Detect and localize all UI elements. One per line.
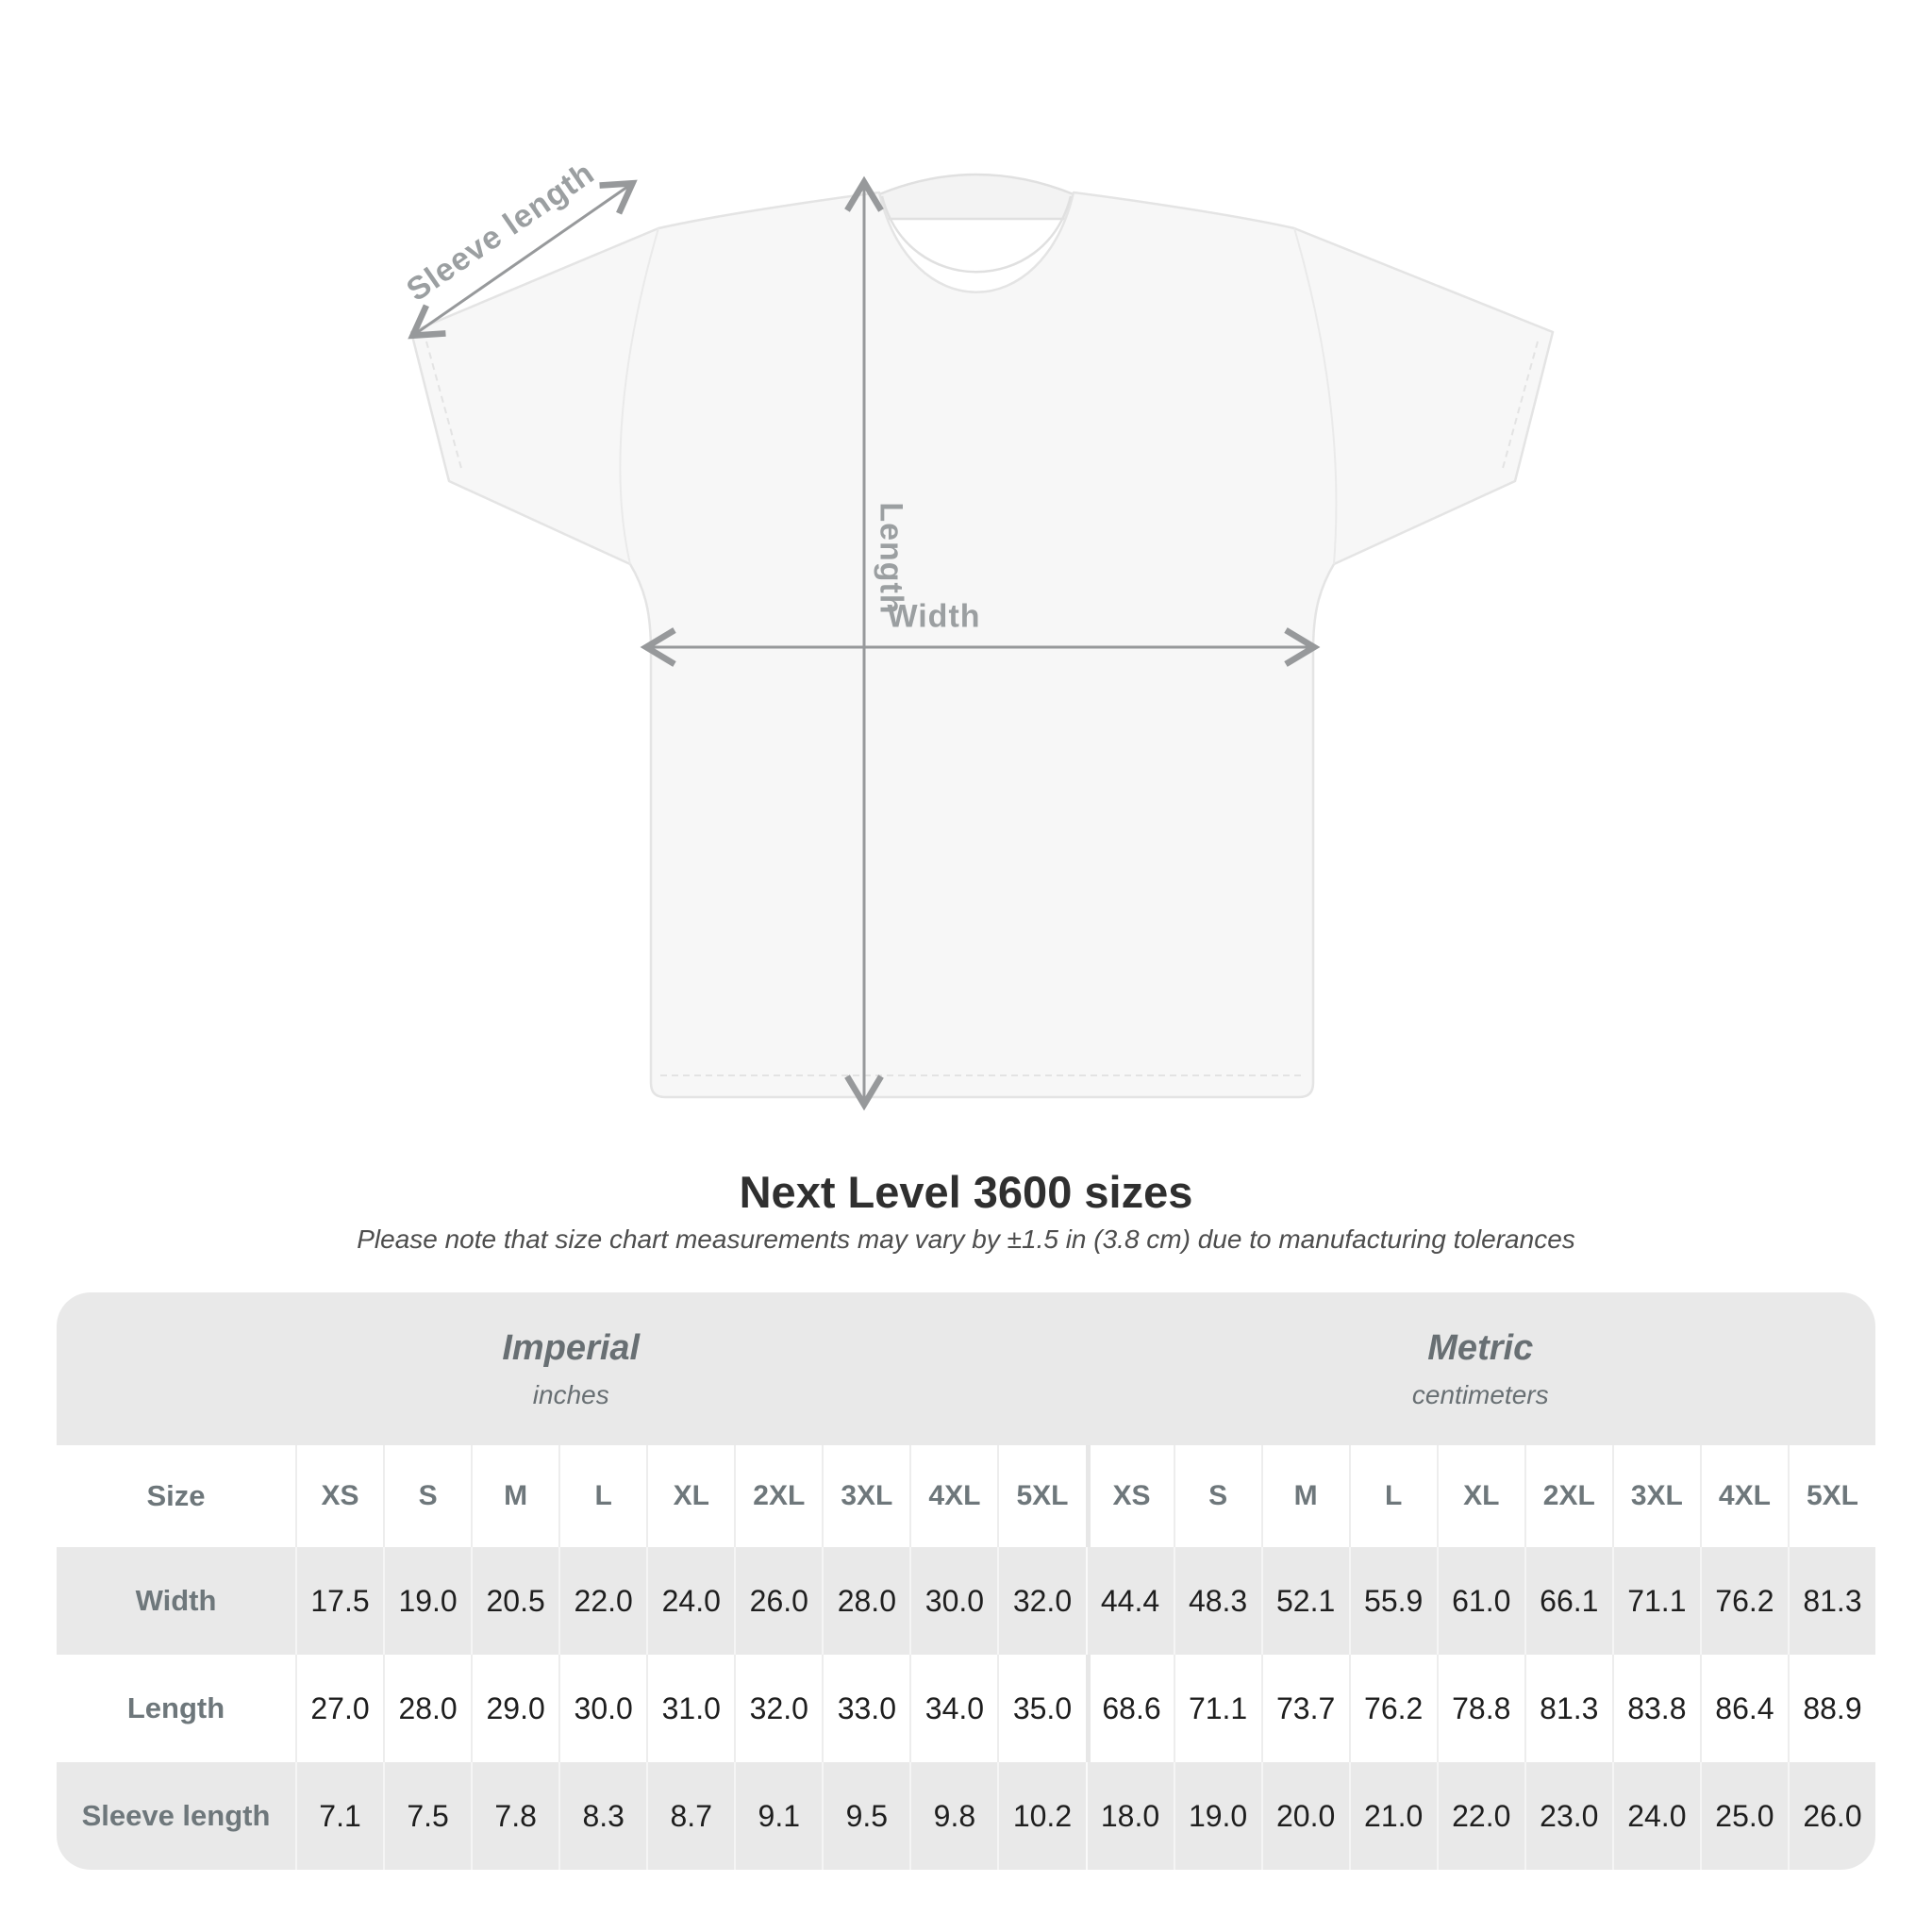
measurement-row-width: Width 17.5 19.0 20.5 22.0 24.0 26.0 28.0…: [57, 1547, 1875, 1655]
value-cell: 44.4: [1085, 1547, 1174, 1655]
value-cell: 88.9: [1787, 1655, 1875, 1762]
value-cell: 10.2: [997, 1762, 1085, 1870]
unit-group-metric: Metric centimeters: [1086, 1292, 1876, 1445]
size-header-cell: M: [471, 1445, 558, 1547]
size-header-cell: L: [558, 1445, 646, 1547]
value-cell: 81.3: [1524, 1655, 1612, 1762]
value-cell: 26.0: [734, 1547, 822, 1655]
value-cell: 8.7: [646, 1762, 734, 1870]
value-cell: 34.0: [909, 1655, 997, 1762]
value-cell: 20.5: [471, 1547, 558, 1655]
value-cell: 22.0: [1436, 1762, 1524, 1870]
value-cell: 8.3: [558, 1762, 646, 1870]
value-cell: 35.0: [997, 1655, 1085, 1762]
size-header-cell: 4XL: [909, 1445, 997, 1547]
value-cell: 18.0: [1085, 1762, 1174, 1870]
value-cell: 25.0: [1699, 1762, 1788, 1870]
value-cell: 24.0: [1611, 1762, 1700, 1870]
unit-group-title: Metric: [1427, 1327, 1534, 1368]
value-cell: 26.0: [1787, 1762, 1875, 1870]
value-cell: 9.1: [734, 1762, 822, 1870]
tshirt-left-seam: [619, 227, 659, 565]
size-header-cell: M: [1260, 1445, 1349, 1547]
value-cell: 29.0: [471, 1655, 558, 1762]
width-label: Width: [887, 598, 981, 635]
size-header-cell: L: [1348, 1445, 1437, 1547]
unit-group-title: Imperial: [502, 1327, 641, 1368]
value-cell: 7.5: [383, 1762, 471, 1870]
value-cell: 81.3: [1787, 1547, 1875, 1655]
value-cell: 19.0: [1173, 1762, 1261, 1870]
value-cell: 76.2: [1699, 1547, 1788, 1655]
value-cell: 32.0: [734, 1655, 822, 1762]
value-cell: 73.7: [1260, 1655, 1349, 1762]
size-header-cell: XL: [646, 1445, 734, 1547]
value-cell: 17.5: [295, 1547, 383, 1655]
size-header-cell: 4XL: [1699, 1445, 1788, 1547]
value-cell: 7.1: [295, 1762, 383, 1870]
tshirt-right-seam: [1293, 227, 1338, 565]
value-cell: 78.8: [1436, 1655, 1524, 1762]
measurement-row-length: Length 27.0 28.0 29.0 30.0 31.0 32.0 33.…: [57, 1655, 1875, 1762]
value-cell: 86.4: [1699, 1655, 1788, 1762]
size-header-cell: XL: [1436, 1445, 1524, 1547]
tshirt-size-diagram: Sleeve length Length Width: [400, 155, 1555, 1111]
value-cell: 76.2: [1348, 1655, 1437, 1762]
size-column-header: Size: [146, 1479, 206, 1512]
value-cell: 27.0: [295, 1655, 383, 1762]
tolerance-note: Please note that size chart measurements…: [357, 1224, 1575, 1254]
size-header-cell: 5XL: [1787, 1445, 1875, 1547]
value-cell: 71.1: [1173, 1655, 1261, 1762]
tshirt-back-collar: [877, 173, 1075, 221]
size-header-cell: XS: [1085, 1445, 1174, 1547]
size-header-cell: 3XL: [1611, 1445, 1700, 1547]
value-cell: 55.9: [1348, 1547, 1437, 1655]
value-cell: 21.0: [1348, 1762, 1437, 1870]
tshirt-graphic: [408, 173, 1555, 1111]
value-cell: 32.0: [997, 1547, 1085, 1655]
row-label: Sleeve length: [81, 1799, 271, 1832]
value-cell: 68.6: [1085, 1655, 1174, 1762]
size-table: Imperial inches Metric centimeters Size …: [57, 1292, 1875, 1870]
unit-group-subtitle: inches: [532, 1379, 609, 1409]
value-cell: 61.0: [1436, 1547, 1524, 1655]
value-cell: 66.1: [1524, 1547, 1612, 1655]
value-cell: 23.0: [1524, 1762, 1612, 1870]
value-cell: 9.8: [909, 1762, 997, 1870]
value-cell: 22.0: [558, 1547, 646, 1655]
value-cell: 20.0: [1260, 1762, 1349, 1870]
value-cell: 19.0: [383, 1547, 471, 1655]
size-header-cell: 3XL: [822, 1445, 909, 1547]
size-header-cell: 2XL: [1524, 1445, 1612, 1547]
row-label: Length: [126, 1691, 225, 1724]
value-cell: 28.0: [383, 1655, 471, 1762]
size-header-cell: 2XL: [734, 1445, 822, 1547]
size-header-row: Size XS S M L XL 2XL 3XL 4XL 5XL XS S M …: [57, 1445, 1875, 1547]
value-cell: 9.5: [822, 1762, 909, 1870]
size-header-cell: XS: [295, 1445, 383, 1547]
value-cell: 30.0: [909, 1547, 997, 1655]
size-header-cell: S: [1173, 1445, 1261, 1547]
size-header-cell: 5XL: [997, 1445, 1085, 1547]
unit-group-subtitle: centimeters: [1411, 1379, 1549, 1409]
tshirt-collar-band: [880, 195, 1073, 274]
size-header-cell: S: [383, 1445, 471, 1547]
value-cell: 28.0: [822, 1547, 909, 1655]
value-cell: 52.1: [1260, 1547, 1349, 1655]
value-cell: 7.8: [471, 1762, 558, 1870]
value-cell: 83.8: [1611, 1655, 1700, 1762]
value-cell: 31.0: [646, 1655, 734, 1762]
value-cell: 71.1: [1611, 1547, 1700, 1655]
value-cell: 30.0: [558, 1655, 646, 1762]
sleeve-length-arrow: [408, 179, 638, 340]
row-label: Width: [135, 1584, 217, 1617]
page-title: Next Level 3600 sizes: [739, 1167, 1193, 1217]
unit-group-imperial: Imperial inches: [57, 1292, 1086, 1445]
tshirt-body: [409, 191, 1555, 1099]
value-cell: 48.3: [1173, 1547, 1261, 1655]
value-cell: 33.0: [822, 1655, 909, 1762]
measurement-row-sleeve-length: Sleeve length 7.1 7.5 7.8 8.3 8.7 9.1 9.…: [57, 1762, 1875, 1870]
unit-group-band: Imperial inches Metric centimeters: [57, 1292, 1875, 1445]
value-cell: 24.0: [646, 1547, 734, 1655]
